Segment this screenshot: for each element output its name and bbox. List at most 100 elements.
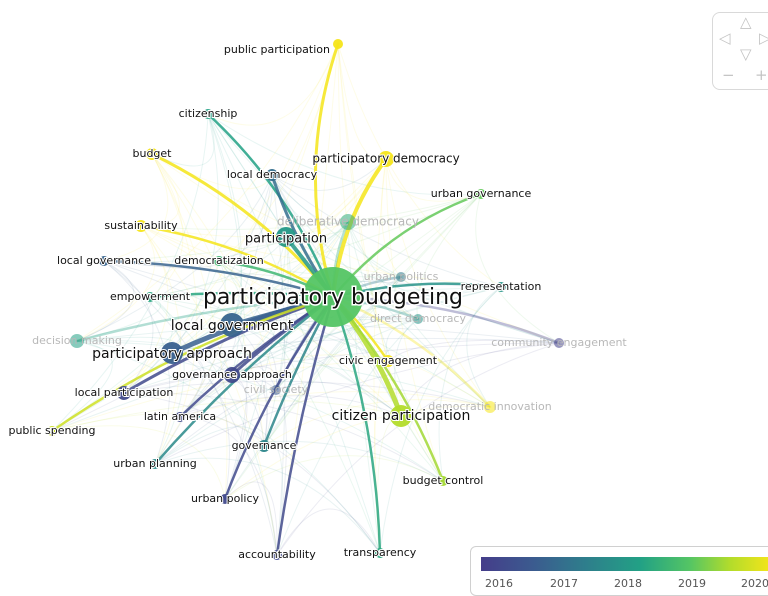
navigation-panel: △ ◁ ▷ ▽ − + [712, 12, 768, 90]
node-sustainability[interactable] [135, 220, 147, 232]
background-edge [123, 342, 560, 394]
label-participatory-democracy[interactable]: participatory democracy [311, 151, 460, 167]
node-participatory-approach[interactable] [161, 342, 183, 364]
background-edge [218, 174, 273, 262]
label-latin-america[interactable]: latin america [143, 409, 217, 424]
label-local-government[interactable]: local government [170, 317, 295, 335]
node-urban-governance[interactable] [476, 189, 486, 199]
background-edge [151, 153, 198, 418]
node-civil-society[interactable] [271, 385, 281, 395]
node-pb[interactable] [303, 267, 363, 327]
node-decision-making[interactable] [70, 334, 84, 348]
label-pb[interactable]: participatory budgeting [201, 284, 464, 312]
label-urban-governance[interactable]: urban governance [430, 186, 533, 201]
node-civic-engagement[interactable] [382, 355, 394, 367]
label-governance[interactable]: governance [231, 438, 298, 453]
node-public-participation[interactable] [333, 39, 343, 49]
arrow-left-icon[interactable]: ◁ [719, 29, 731, 47]
color-legend: 2016 2017 2018 2019 2020 [470, 546, 768, 596]
label-citizen-participation[interactable]: citizen participation [331, 407, 472, 425]
node-urban-planning[interactable] [150, 459, 160, 469]
node-transparency[interactable] [375, 548, 385, 558]
background-edge [154, 457, 381, 554]
node-participatory-democracy[interactable] [378, 151, 394, 167]
node-local-government[interactable] [220, 313, 244, 337]
label-democratic-innovation[interactable]: democratic innovation [428, 400, 551, 413]
label-public-participation[interactable]: public participation [223, 42, 331, 57]
background-edge [271, 174, 286, 556]
arrow-down-icon[interactable]: ▽ [740, 45, 752, 63]
background-edge [103, 260, 278, 556]
background-edge [271, 158, 387, 191]
label-citizenship[interactable]: citizenship [178, 106, 239, 121]
label-participatory-approach[interactable]: participatory approach [91, 345, 253, 363]
label-transparency[interactable]: transparency [343, 545, 418, 560]
node-representation[interactable] [496, 282, 506, 292]
node-democratic-innovation[interactable] [484, 401, 496, 413]
label-public-spending[interactable]: public spending [7, 423, 96, 438]
background-edge [179, 391, 491, 418]
node-public-spending[interactable] [47, 426, 57, 436]
node-citizenship[interactable] [203, 109, 213, 119]
arrow-up-icon[interactable]: △ [740, 13, 752, 31]
background-edge [171, 221, 349, 354]
node-budget-control[interactable] [438, 476, 448, 486]
node-deliberative-democracy[interactable] [340, 214, 356, 230]
label-decision-making[interactable]: decision making [32, 334, 122, 347]
label-democratization[interactable]: democratization [173, 253, 264, 268]
label-civic-engagement[interactable]: civic engagement [338, 353, 439, 368]
label-deliberative-democracy[interactable]: deliberative democracy [277, 215, 419, 229]
label-accountability[interactable]: accountability [237, 547, 317, 562]
node-direct-democracy[interactable] [413, 314, 423, 324]
label-sustainability[interactable]: sustainability [103, 218, 179, 233]
legend-tick: 2017 [550, 577, 578, 590]
nodes[interactable] [47, 39, 564, 560]
label-budget-control[interactable]: budget control [402, 473, 485, 488]
background-edge [347, 221, 402, 278]
edge-public-spending [50, 295, 335, 433]
label-urban-policy[interactable]: urban policy [190, 491, 261, 506]
label-direct-democracy[interactable]: direct democracy [370, 312, 466, 325]
label-local-participation[interactable]: local participation [74, 385, 175, 400]
background-edge [123, 174, 273, 394]
node-community-engagement[interactable] [554, 338, 564, 348]
node-governance[interactable] [258, 440, 270, 452]
label-urban-politics[interactable]: urban politics [364, 270, 439, 283]
legend-tick: 2016 [485, 577, 513, 590]
node-empowerment[interactable] [145, 292, 155, 302]
node-local-participation[interactable] [117, 386, 131, 400]
label-governance-approach[interactable]: governance approach [171, 367, 293, 382]
label-local-governance[interactable]: local governance [56, 253, 152, 268]
background-edge [337, 43, 402, 417]
node-democratization[interactable] [214, 256, 224, 266]
background-edge [140, 193, 482, 230]
node-budget[interactable] [146, 148, 158, 160]
background-edge [400, 342, 560, 417]
label-civil-society[interactable]: civil society [244, 383, 309, 396]
edge-transparency [331, 295, 382, 555]
background-edge [347, 221, 381, 554]
node-accountability[interactable] [272, 550, 282, 560]
node-local-democracy[interactable] [266, 169, 278, 181]
label-participation[interactable]: participation [244, 231, 328, 248]
labels[interactable]: participatory budgeting public participat… [7, 42, 627, 562]
label-representation[interactable]: representation [460, 279, 543, 294]
node-local-governance[interactable] [99, 256, 109, 266]
label-urban-planning[interactable]: urban planning [112, 456, 197, 471]
node-citizen-participation[interactable] [390, 405, 412, 427]
label-community-engagement[interactable]: community engagement [491, 336, 627, 349]
node-participation[interactable] [276, 227, 296, 247]
node-governance-approach[interactable] [224, 367, 240, 383]
node-urban-policy[interactable] [220, 494, 230, 504]
node-latin-america[interactable] [175, 412, 185, 422]
background-edge [224, 481, 278, 556]
label-budget[interactable]: budget [132, 146, 174, 161]
zoom-out-icon[interactable]: − [722, 66, 735, 84]
background-edge [103, 260, 389, 362]
node-urban-politics[interactable] [396, 272, 406, 282]
zoom-in-icon[interactable]: + [755, 66, 768, 84]
label-local-democracy[interactable]: local democracy [226, 167, 319, 182]
label-empowerment[interactable]: empowerment [109, 289, 192, 304]
arrow-right-icon[interactable]: ▷ [759, 29, 768, 47]
